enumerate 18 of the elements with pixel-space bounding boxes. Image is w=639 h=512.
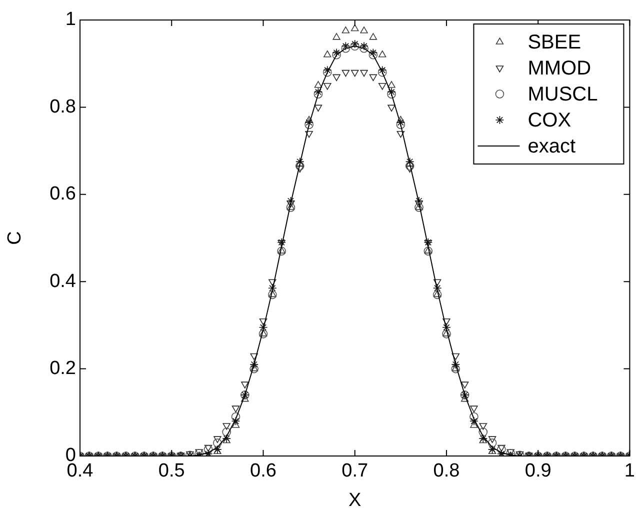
y-tick-label: 0.8 xyxy=(50,96,76,118)
legend-label: MMOD xyxy=(528,58,592,80)
x-tick-label: 1 xyxy=(624,460,636,482)
y-tick-label: 0.6 xyxy=(50,184,76,205)
x-tick-label: 0.7 xyxy=(342,460,368,482)
legend-label: SBEE xyxy=(528,32,582,54)
x-tick-label: 0.6 xyxy=(250,460,276,482)
x-axis-title: X xyxy=(348,490,362,511)
legend-label: MUSCL xyxy=(528,84,598,106)
x-tick-label: 0.8 xyxy=(433,460,460,482)
legend-label: COX xyxy=(528,110,572,132)
x-tick-label: 0.9 xyxy=(524,460,552,482)
y-tick-label: 0.4 xyxy=(50,270,76,292)
x-tick-label: 0.5 xyxy=(158,460,185,482)
y-tick-label: 0.2 xyxy=(50,358,76,380)
y-tick-label: 1 xyxy=(65,9,76,30)
y-axis-title: C xyxy=(4,231,26,245)
legend-label: exact xyxy=(528,136,576,158)
